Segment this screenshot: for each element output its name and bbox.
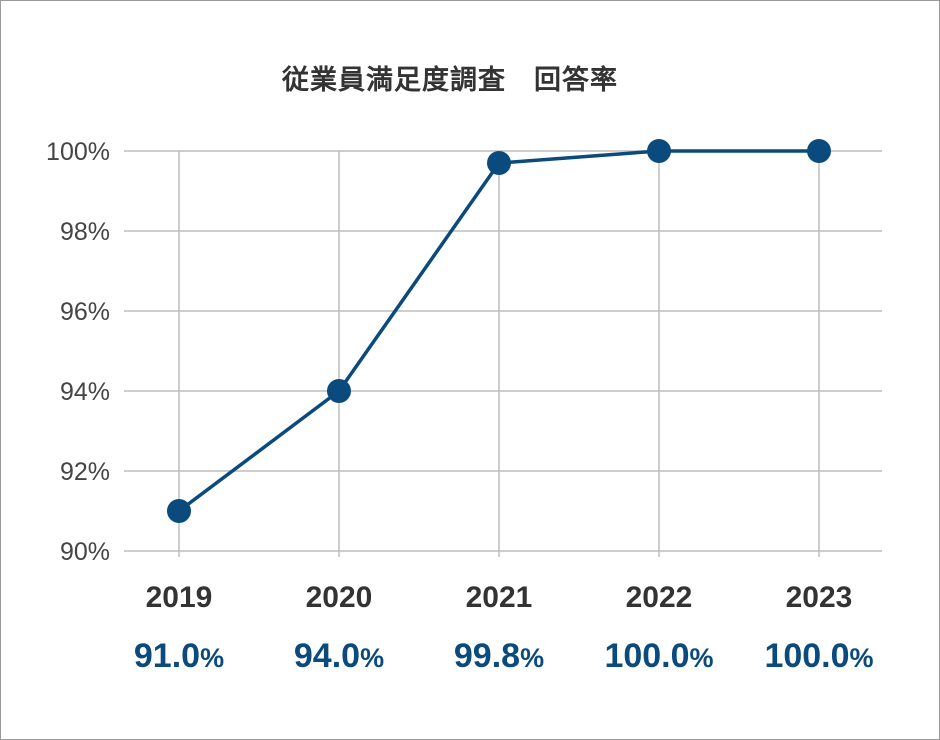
data-value-label: 100.0%: [764, 637, 873, 675]
y-axis-ticks: 90% 92% 94% 96% 98% 100%: [46, 138, 110, 566]
x-category-label: 2020: [306, 581, 373, 614]
grid: [124, 150, 882, 557]
data-value-label: 100.0%: [604, 637, 713, 675]
series-points: [167, 139, 831, 523]
y-tick-label: 94%: [60, 378, 110, 406]
data-value-label: 94.0%: [294, 637, 384, 675]
y-tick-label: 98%: [60, 218, 110, 246]
x-category-label: 2023: [786, 581, 853, 614]
y-tick-label: 100%: [46, 138, 110, 166]
chart-title: 従業員満足度調査 回答率: [282, 65, 618, 96]
data-point: [647, 139, 671, 163]
data-point: [167, 499, 191, 523]
data-point: [807, 139, 831, 163]
value-labels: 91.0% 94.0% 99.8% 100.0% 100.0%: [134, 637, 874, 675]
y-tick-label: 92%: [60, 458, 110, 486]
y-tick-label: 90%: [60, 538, 110, 566]
x-category-label: 2021: [466, 581, 533, 614]
y-tick-label: 96%: [60, 298, 110, 326]
x-category-label: 2022: [626, 581, 693, 614]
x-category-label: 2019: [146, 581, 213, 614]
data-value-label: 91.0%: [134, 637, 224, 675]
data-point: [487, 151, 511, 175]
data-value-label: 99.8%: [454, 637, 544, 675]
x-axis-categories: 2019 2020 2021 2022 2023: [146, 581, 853, 614]
data-point: [327, 379, 351, 403]
